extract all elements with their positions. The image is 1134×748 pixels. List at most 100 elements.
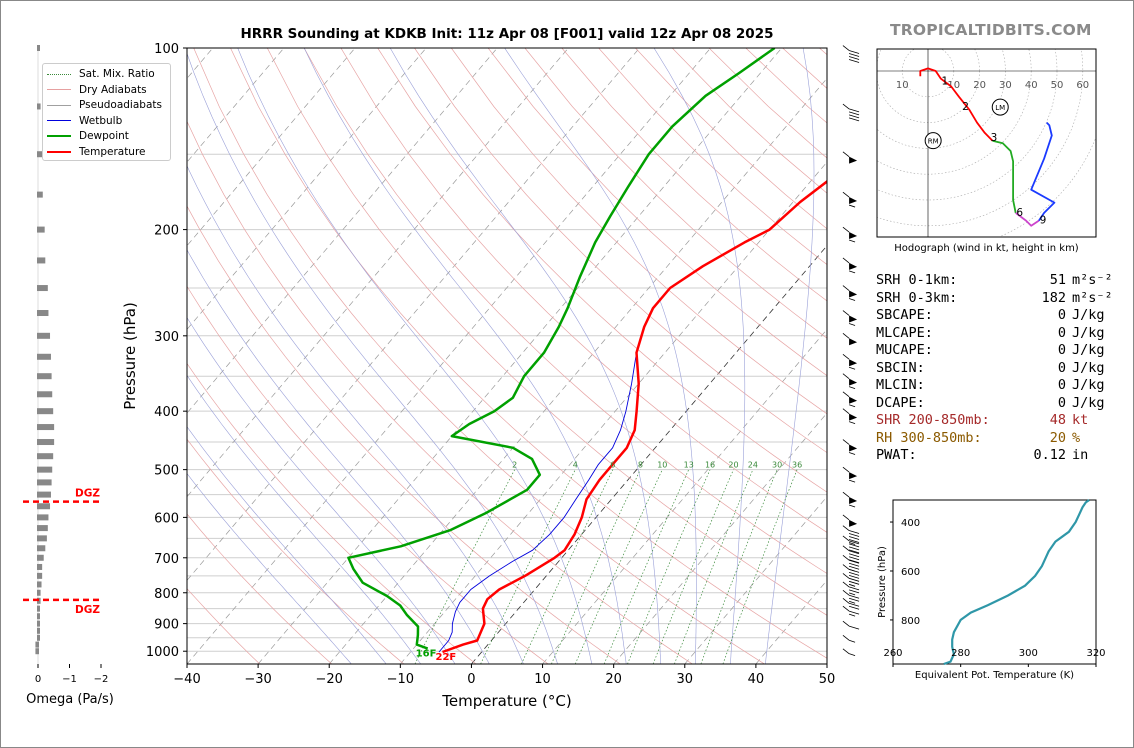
stat-row: MUCAPE: 0 J/kg <box>876 342 1113 360</box>
y-tick-label: 500 <box>154 464 179 479</box>
isotherm-line <box>187 48 356 247</box>
y-tick-label: 200 <box>154 224 179 239</box>
hodograph-height-label: 3 <box>991 132 998 144</box>
x-tick-label: 10 <box>534 672 551 687</box>
omega-bar <box>37 45 40 51</box>
mixing-ratio-label: 20 <box>728 461 738 470</box>
stat-value: 0 <box>1057 394 1066 411</box>
stat-unit: J/kg <box>1072 377 1105 393</box>
mixing-ratio-line <box>674 469 754 664</box>
x-tick-label: 40 <box>748 672 765 687</box>
omega-bar <box>37 479 52 486</box>
brand-logo: TROPICALTIDBITS.COM <box>890 21 1092 39</box>
dewpoint-line <box>347 48 776 650</box>
omega-bar <box>37 589 41 596</box>
stat-value: 48 <box>1049 412 1066 428</box>
dry-adiabat <box>187 513 333 664</box>
mixing-ratio-line <box>627 469 711 664</box>
y-tick-label: 100 <box>154 42 179 57</box>
stat-row: RH 300-850mb: 20% <box>876 430 1113 448</box>
stat-row: SHR 200-850mb: 48 kt <box>876 412 1113 430</box>
omega-bar <box>37 563 43 570</box>
mixing-ratio-line <box>521 469 614 664</box>
stat-unit: J/kg <box>1072 342 1105 358</box>
stat-value: 20 <box>1049 429 1066 446</box>
mixing-ratio-label: 30 <box>772 461 782 470</box>
stat-key: MLCAPE: <box>876 324 933 341</box>
y-tick-label: 800 <box>154 587 179 602</box>
hodograph-ring-label: 10 <box>947 80 960 91</box>
legend-label: Wetbulb <box>79 114 123 127</box>
legend-swatch <box>47 73 71 75</box>
omega-tick-label: 0 <box>35 674 41 685</box>
x-tick-label: 0 <box>467 672 475 687</box>
wind-barb <box>842 226 858 243</box>
legend-swatch <box>47 120 71 121</box>
wind-barb <box>842 545 860 564</box>
stat-row: SRH 0-3km: 182 m²s⁻² <box>876 290 1113 308</box>
wind-barb <box>842 257 858 274</box>
temperature-line <box>442 179 827 654</box>
omega-bar <box>37 332 51 339</box>
hodograph-ring-label: 40 <box>1025 80 1038 91</box>
legend-swatch <box>47 104 71 106</box>
mixing-ratio-label: 10 <box>657 461 667 470</box>
legend-label: Dry Adiabats <box>79 83 147 96</box>
legend-item: Sat. Mix. Ratio <box>47 66 155 82</box>
mixing-ratio-line <box>414 469 516 664</box>
stat-value: 0 <box>1057 342 1066 358</box>
isotherm-line <box>187 48 427 330</box>
omega-bar <box>35 641 39 648</box>
omega-bar <box>37 353 51 360</box>
stat-row: MLCIN: 0 J/kg <box>876 377 1113 395</box>
hodograph-trace <box>919 67 994 142</box>
y-tick-label: 900 <box>154 618 179 633</box>
omega-bar <box>37 613 40 620</box>
pseudoadiabat <box>237 48 593 664</box>
dry-adiabat <box>561 48 827 302</box>
chart-title: HRRR Sounding at KDKB Init: 11z Apr 08 [… <box>240 26 774 42</box>
stat-unit: in <box>1072 447 1089 463</box>
mixing-ratio-label: 4 <box>573 461 578 470</box>
hodograph-ring-label: 30 <box>999 80 1012 91</box>
isotherm-line <box>613 412 827 664</box>
hodograph-trace <box>992 139 1017 214</box>
wind-barb <box>842 354 858 370</box>
dgz-label: DGZ <box>75 604 100 616</box>
stat-key: SRH 0-1km: <box>876 272 958 288</box>
dry-adiabat <box>187 285 549 664</box>
pseudoadiabat <box>187 249 490 664</box>
wind-barb <box>842 525 860 545</box>
storm-motion-marker <box>991 98 1009 116</box>
theta-e-frame <box>892 499 1097 665</box>
dry-adiabat <box>187 588 260 664</box>
wind-barb <box>842 598 860 610</box>
wind-barb <box>842 151 858 164</box>
x-tick-label: −10 <box>387 672 414 687</box>
stat-unit: m²s⁻² <box>1072 289 1113 306</box>
wind-barb <box>842 103 860 122</box>
hodograph-ring-label: 20 <box>973 80 986 91</box>
omega-bar <box>37 439 55 446</box>
legend-item: Dry Adiabats <box>47 82 147 98</box>
wind-barb <box>842 589 860 604</box>
pseudoadiabat <box>187 374 422 664</box>
theta-e-y-tick-label: 800 <box>901 616 920 627</box>
wind-barb <box>842 535 860 554</box>
stat-row: SRH 0-1km: 51 m²s⁻² <box>876 272 1113 290</box>
omega-bar <box>37 408 54 415</box>
y-tick-label: 600 <box>154 511 179 526</box>
theta-e-x-axis-label: Equivalent Pot. Temperature (K) <box>915 670 1074 681</box>
pseudoadiabat <box>187 473 352 664</box>
theta-e-y-tick-label: 600 <box>901 567 920 578</box>
wind-barb <box>842 408 858 425</box>
wind-barb <box>842 191 858 208</box>
y-tick-label: 400 <box>154 405 179 420</box>
stat-row: SBCAPE: 0 J/kg <box>876 307 1113 325</box>
dry-adiabat <box>187 120 693 664</box>
x-tick-label: −30 <box>244 672 271 687</box>
dry-adiabat <box>266 48 827 616</box>
stat-key: RH 300-850mb: <box>876 429 982 446</box>
stat-value: 0.12 <box>1033 447 1066 463</box>
